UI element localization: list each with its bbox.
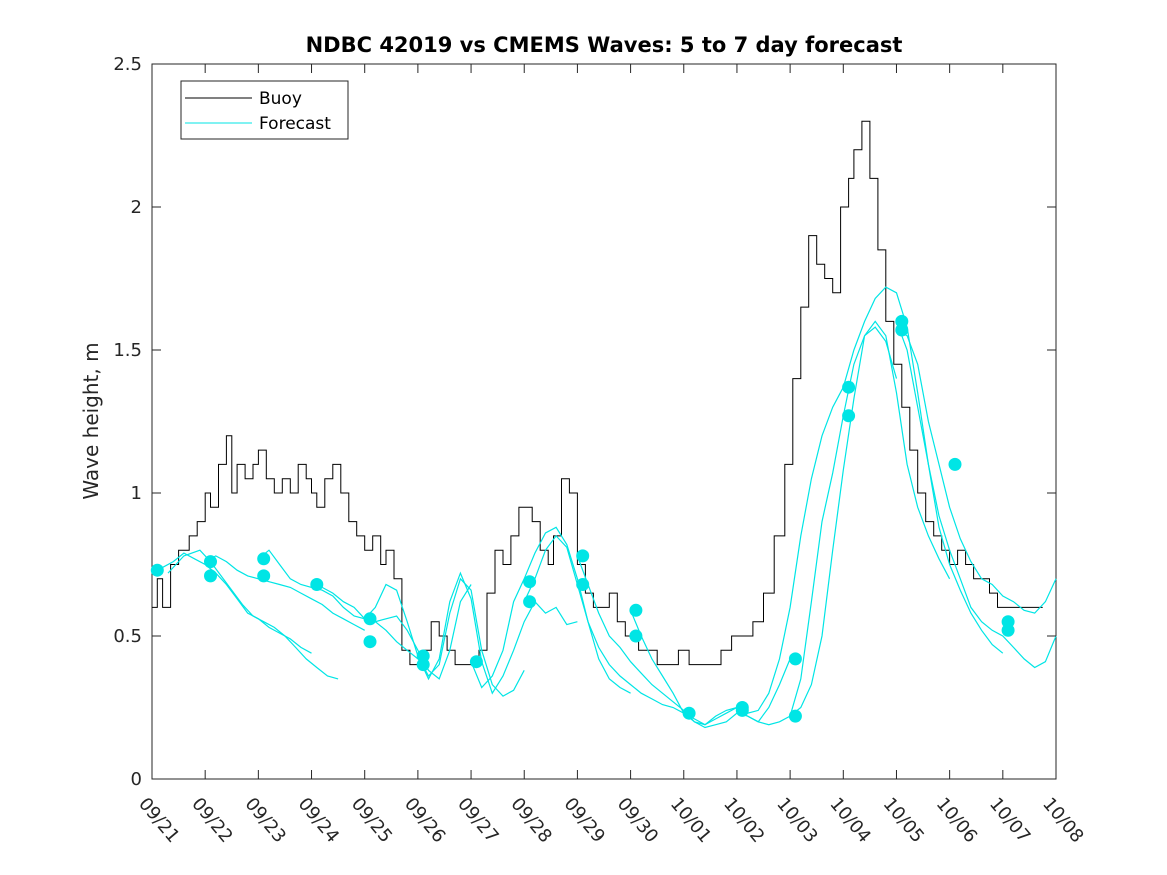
forecast-line-10 <box>576 555 738 726</box>
y-tick-label: 2.5 <box>113 54 142 75</box>
legend-box <box>180 80 349 140</box>
y-tick-label: 1.5 <box>113 340 142 361</box>
forecast-line-13 <box>736 326 898 726</box>
forecast-marker <box>1001 623 1015 637</box>
y-tick-label: 2 <box>131 197 142 218</box>
forecast-marker <box>523 595 537 609</box>
forecast-marker <box>469 655 483 669</box>
forecast-marker <box>842 380 856 394</box>
forecast-marker <box>150 563 164 577</box>
y-axis-label: Wave height, m <box>79 342 103 499</box>
forecast-marker <box>735 703 749 717</box>
forecast-line-8 <box>470 526 631 694</box>
forecast-marker <box>204 569 217 583</box>
y-axis-ticks: 0 0.5 1 1.5 2 2.5 <box>113 54 1056 790</box>
forecast-marker <box>629 629 643 643</box>
forecast-marker <box>416 658 430 672</box>
forecast-line-6 <box>364 577 525 697</box>
y-tick-label: 1 <box>131 483 142 504</box>
forecast-marker <box>682 706 696 720</box>
buoy-line <box>152 120 1043 666</box>
forecast-marker <box>842 409 856 423</box>
y-tick-label: 0.5 <box>113 626 142 647</box>
forecast-marker <box>895 323 909 337</box>
forecast-marker-layer <box>150 314 1015 723</box>
forecast-line-4 <box>258 549 419 660</box>
forecast-marker <box>257 552 271 566</box>
forecast-marker <box>576 578 590 591</box>
forecast-marker <box>788 709 802 723</box>
legend-buoy-label: Buoy <box>259 89 302 109</box>
forecast-line-12 <box>683 386 844 726</box>
forecast-marker <box>788 652 802 666</box>
chart-title: NDBC 42019 vs CMEMS Waves: 5 to 7 day fo… <box>306 33 903 57</box>
forecast-line-17 <box>896 329 1057 614</box>
forecast-marker <box>629 603 643 617</box>
forecast-marker <box>523 575 537 589</box>
forecast-line-16 <box>895 321 1057 669</box>
legend-forecast-label: Forecast <box>259 114 331 134</box>
forecast-line-7 <box>417 571 578 695</box>
legend: Buoy Forecast <box>180 80 349 140</box>
forecast-line-2 <box>167 549 339 680</box>
forecast-marker <box>363 635 377 649</box>
forecast-marker <box>948 457 962 471</box>
forecast-line-15 <box>842 286 1004 654</box>
plot-area <box>151 63 1057 780</box>
forecast-line-5 <box>311 583 472 680</box>
buoy-series-layer <box>152 120 1043 666</box>
forecast-marker <box>363 612 377 626</box>
forecast-line-3 <box>204 555 365 631</box>
forecast-marker <box>310 578 324 591</box>
forecast-marker <box>257 569 271 583</box>
y-tick-label: 0 <box>131 769 142 790</box>
forecast-series-layer <box>151 286 1057 729</box>
forecast-line-9 <box>523 534 685 714</box>
forecast-line-11 <box>630 610 791 729</box>
forecast-line-14 <box>789 320 951 717</box>
forecast-marker <box>204 555 217 569</box>
forecast-marker <box>576 549 590 563</box>
